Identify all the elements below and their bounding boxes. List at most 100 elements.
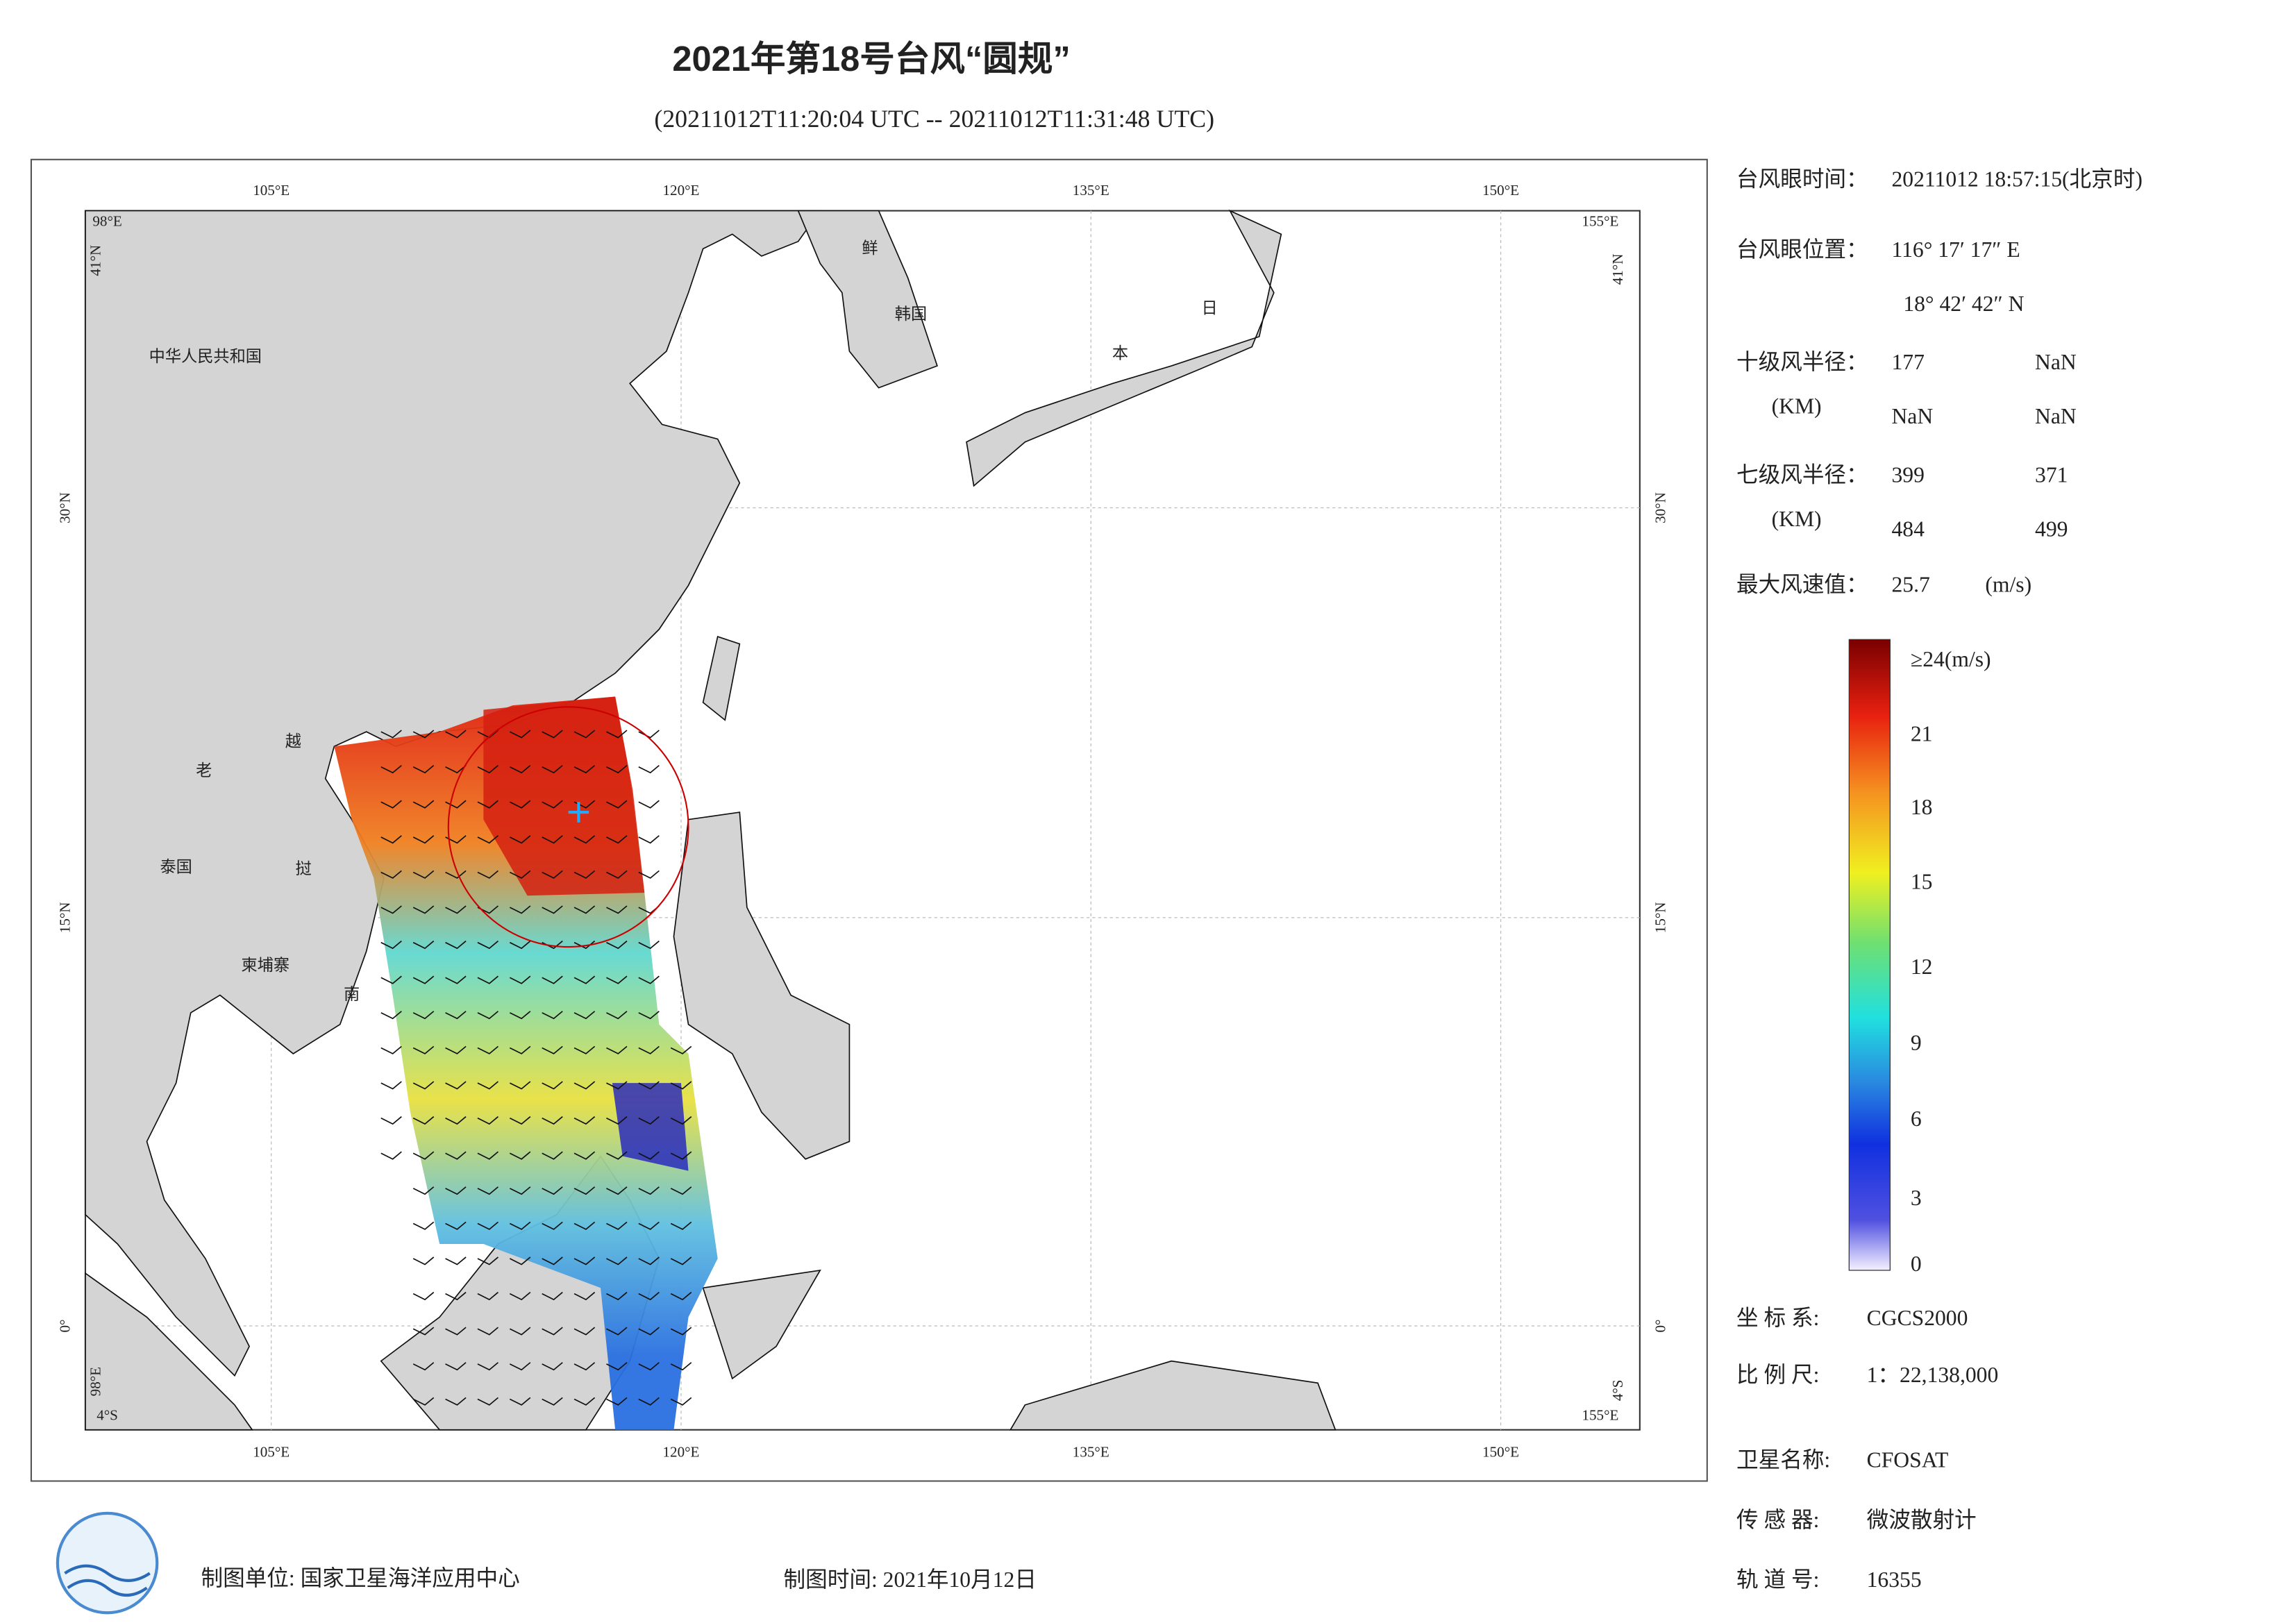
place-label: 鲜 [862,239,878,258]
lat-label: 15°N [1652,902,1668,933]
info-value: NaN [2035,404,2077,428]
wind-barb [477,764,498,774]
wind-barb [380,905,402,914]
info-value: 16355 [1867,1567,1922,1592]
wind-barb [412,905,435,914]
wind-barb [542,1397,563,1406]
place-label: 泰国 [160,858,192,877]
lon-label: 150°E [1482,1443,1519,1460]
wind-barb [477,1116,498,1125]
frame [30,158,1708,1482]
info-value: 25.7 [1891,573,1929,597]
wind-barb [412,835,435,844]
wind-barb [445,764,467,774]
wind-barb [606,1116,628,1125]
colorbar-label: 9 [1911,1031,1922,1055]
wind-barb [573,870,596,879]
wind-barb [477,1045,498,1054]
wind-field-core [483,696,645,896]
wind-barb [477,940,498,950]
wind-barb [477,1081,498,1090]
info-label: 卫星名称: [1736,1447,1830,1472]
info-label: 台风眼位置： [1736,237,1868,262]
wind-barb [509,1327,531,1336]
wind-barb [606,1186,628,1195]
info-value: 1：22,138,000 [1867,1363,1999,1387]
wind-barb [638,1362,660,1371]
info-value: 499 [2035,517,2068,541]
wind-barb [445,1327,467,1336]
wind-barb [380,1011,402,1020]
colorbar-label: ≥24(m/s) [1911,647,1991,671]
info-value: 399 [1891,463,1924,487]
wind-barb [573,1362,596,1371]
wind-barb [542,835,563,844]
wind-barb [412,1291,435,1301]
wind-barb [509,800,531,809]
info-value: CGCS2000 [1867,1306,1968,1330]
info-label: 十级风半径： [1736,350,1868,374]
wind-barb [606,800,628,809]
wind-barb [606,1011,628,1020]
wind-barb [477,835,498,844]
wind-barb [445,1081,467,1090]
wind-barb [670,1116,692,1125]
wind-barb [477,1256,498,1265]
place-label: 日 [1201,298,1217,317]
place-label: 柬埔寨 [241,956,290,975]
wind-barb [573,1221,596,1230]
wind-barb [380,940,402,950]
lat-label: 30°N [56,492,73,523]
wind-barb [477,1186,498,1195]
corner-label: 98°E [92,212,121,229]
land [85,210,821,1377]
wind-barb [606,1362,628,1371]
wind-barb [606,1327,628,1336]
lon-label: 120°E [663,182,700,199]
colorbar-label: 15 [1911,870,1933,894]
wind-barb [445,1186,467,1195]
info-value: 484 [1891,517,1925,541]
wind-barb [380,1116,402,1125]
wind-barb [606,764,628,774]
wind-barb [412,1045,435,1054]
wind-barb [445,730,467,739]
wind-barb [542,1256,563,1265]
date: 制图时间: 2021年10月12日 [784,1567,1037,1592]
wind-barb [638,1256,660,1265]
wind-barb [477,1011,498,1020]
info-value: 20211012 18:57:15(北京时) [1891,167,2142,192]
land [966,209,1282,487]
info-unit: (KM) [1772,394,1822,418]
wind-barb [380,1045,402,1054]
wind-barb [542,730,563,739]
wind-barb [380,730,402,739]
colorbar-label: 6 [1911,1107,1922,1131]
wind-barb [573,940,596,950]
corner-label: 155°E [1582,1407,1618,1424]
corner-label: 4°S [1609,1379,1626,1401]
wind-barb [509,764,531,774]
wind-barb [509,1221,531,1230]
wind-barb [670,1397,692,1406]
wind-barb [542,1327,563,1336]
wind-barb [509,940,531,950]
wind-barb [670,1081,692,1090]
wind-barb [445,1045,467,1054]
wind-barb [542,1011,563,1020]
wind-barb [542,1186,563,1195]
wind-barb [638,975,660,984]
wind-barb [573,1081,596,1090]
wind-barb [638,1186,660,1195]
wind-barb [606,905,628,914]
wind-barb [573,730,596,739]
wind-barb [542,975,563,984]
wind-barb [638,1291,660,1301]
corner-label: 155°E [1582,212,1618,229]
wind-barb [670,1045,692,1054]
wind-barb [670,1291,692,1301]
wind-barb [445,905,467,914]
wind-barb [509,905,531,914]
wind-barb [670,1186,692,1195]
subtitle: (20211012T11:20:04 UTC -- 20211012T11:31… [654,105,1214,133]
